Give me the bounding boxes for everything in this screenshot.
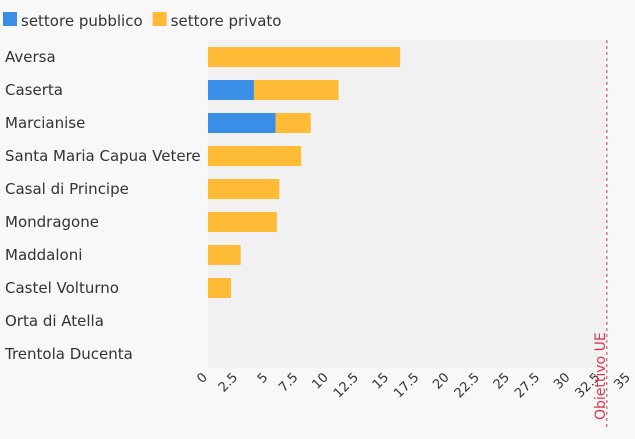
x-tick-label: 25 bbox=[491, 370, 513, 392]
category-label: Orta di Atella bbox=[5, 312, 104, 330]
bar-segment-1 bbox=[208, 179, 280, 199]
x-tick-label: 22.5 bbox=[452, 370, 483, 401]
reference-line-label: Obiettivo UE bbox=[593, 332, 609, 420]
category-label: Aversa bbox=[5, 48, 56, 66]
category-label: Santa Maria Capua Vetere bbox=[5, 147, 201, 165]
category-label: Mondragone bbox=[5, 213, 99, 231]
bar-segment-1 bbox=[253, 80, 339, 100]
x-tick-label: 10 bbox=[309, 370, 331, 392]
bar-segment-1 bbox=[208, 47, 401, 67]
reference-line-group: Obiettivo UE bbox=[593, 40, 609, 430]
x-tick-label: 35 bbox=[612, 370, 634, 392]
category-label: Trentola Ducenta bbox=[4, 345, 133, 363]
category-labels: Aversa Caserta Marcianise Santa Maria Capua… bbox=[4, 48, 201, 363]
x-tick-label: 27.5 bbox=[512, 370, 543, 401]
legend-swatch-1 bbox=[152, 12, 167, 26]
x-tick-label: 15 bbox=[370, 370, 392, 392]
bars bbox=[208, 47, 401, 298]
category-label: Marcianise bbox=[5, 114, 85, 132]
bar-segment-1 bbox=[208, 212, 277, 232]
legend-label-1: settore privato bbox=[171, 12, 282, 30]
x-tick-label: 7.5 bbox=[276, 370, 301, 395]
legend-label-0: settore pubblico bbox=[21, 12, 143, 30]
x-tick-label: 12.5 bbox=[331, 370, 362, 401]
bar-segment-1 bbox=[208, 146, 302, 166]
x-axis-ticks: 0 2.5 5 7.5 10 12.5 15 17.5 20 22.5 25 27.5 30 32.5 35 bbox=[194, 370, 633, 401]
bar-segment-0 bbox=[208, 113, 276, 133]
category-label: Castel Volturno bbox=[5, 279, 119, 297]
legend: settore pubblico settore privato bbox=[3, 12, 281, 30]
category-label: Maddaloni bbox=[5, 246, 82, 264]
x-tick-label: 5 bbox=[255, 370, 271, 386]
bar-segment-1 bbox=[208, 245, 241, 265]
category-label: Casal di Principe bbox=[5, 180, 129, 198]
category-label: Caserta bbox=[5, 81, 63, 99]
x-tick-label: 2.5 bbox=[216, 370, 241, 395]
x-tick-label: 20 bbox=[430, 370, 452, 392]
x-tick-label: 0 bbox=[194, 370, 210, 386]
legend-swatch-0 bbox=[3, 12, 17, 26]
bar-segment-1 bbox=[275, 113, 311, 133]
bar-segment-0 bbox=[208, 80, 254, 100]
x-tick-label: 17.5 bbox=[391, 370, 422, 401]
bar-segment-1 bbox=[208, 278, 231, 298]
x-tick-label: 30 bbox=[551, 370, 573, 392]
